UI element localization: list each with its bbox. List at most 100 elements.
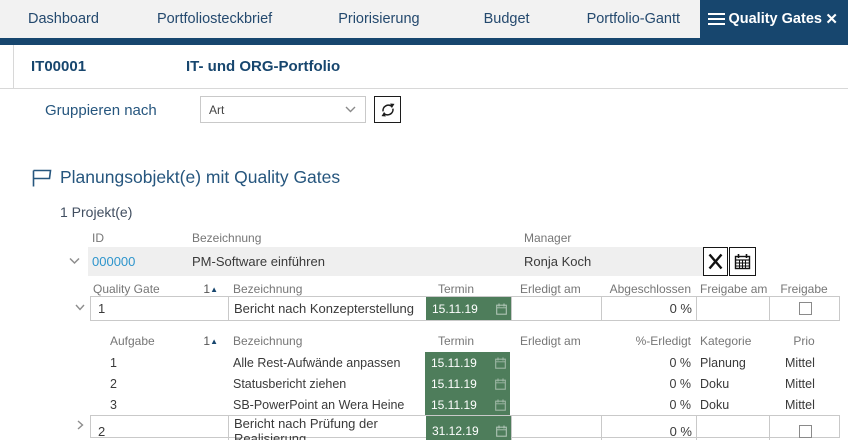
tab-budget[interactable]: Budget bbox=[483, 11, 530, 27]
qg-completed-pct: 0 % bbox=[601, 416, 696, 440]
refresh-button[interactable] bbox=[374, 96, 401, 123]
task-number: 3 bbox=[110, 397, 117, 412]
group-by-label: Gruppieren nach bbox=[45, 102, 157, 119]
task-pct: 0 % bbox=[669, 376, 691, 391]
tab-quality-gates-active[interactable]: Quality Gates ✕ bbox=[700, 0, 848, 45]
task-name: Statusbericht ziehen bbox=[233, 376, 347, 391]
project-row[interactable]: 000000 PM-Software einführen Ronja Koch bbox=[88, 247, 703, 276]
project-header-name: Bezeichnung bbox=[192, 231, 262, 245]
tab-dashboard[interactable]: Dashboard bbox=[28, 11, 99, 27]
menu-icon[interactable] bbox=[708, 13, 725, 25]
task-header-prio[interactable]: Prio bbox=[793, 334, 815, 348]
task-due-date-cell[interactable]: 15.11.19 bbox=[425, 394, 510, 415]
qg-header-gate[interactable]: Quality Gate bbox=[93, 282, 160, 296]
sort-asc-icon: ▲ bbox=[210, 285, 218, 294]
group-by-selected-value: Art bbox=[209, 102, 225, 117]
task-row-1[interactable]: 1 Alle Rest-Aufwände anpassen 15.11.19 0… bbox=[90, 352, 840, 373]
task-category: Planung bbox=[700, 355, 746, 370]
qg-approved-on bbox=[696, 297, 769, 320]
calendar-button[interactable] bbox=[729, 247, 756, 276]
approval-checkbox[interactable] bbox=[799, 424, 812, 438]
task-category: Doku bbox=[700, 376, 730, 391]
approval-checkbox[interactable] bbox=[799, 302, 812, 315]
tab-portfolio-gantt[interactable]: Portfolio-Gantt bbox=[586, 11, 681, 27]
qg-done-on bbox=[511, 416, 601, 440]
tab-priorisierung[interactable]: Priorisierung bbox=[338, 11, 420, 27]
calendar-small-icon bbox=[496, 303, 507, 315]
project-expand-chevron-down-icon[interactable] bbox=[69, 257, 80, 265]
task-prio: Mittel bbox=[785, 397, 815, 412]
project-manager: Ronja Koch bbox=[524, 254, 592, 269]
task-prio: Mittel bbox=[785, 355, 815, 370]
portfolio-title: IT- und ORG-Portfolio bbox=[186, 58, 341, 75]
qg-header-name[interactable]: Bezeichnung bbox=[233, 282, 303, 296]
active-tab-label: Quality Gates bbox=[728, 11, 822, 27]
tab-portfoliosteckbrief[interactable]: Portfoliosteckbrief bbox=[156, 11, 273, 27]
qg1-expand-chevron-down-icon[interactable] bbox=[75, 304, 85, 311]
qg-done-on bbox=[511, 297, 601, 320]
qg-row-2[interactable]: 2 Bericht nach Prüfung der Realisierung … bbox=[90, 415, 840, 440]
task-header-done-on[interactable]: Erledigt am bbox=[520, 334, 581, 348]
qg-header-due[interactable]: Termin bbox=[438, 282, 475, 296]
project-header-id: ID bbox=[92, 231, 104, 245]
chevron-down-icon bbox=[345, 106, 356, 113]
project-id-link[interactable]: 000000 bbox=[92, 254, 136, 269]
calendar-small-icon bbox=[495, 378, 506, 390]
qg2-expand-chevron-right-icon[interactable] bbox=[77, 420, 84, 430]
task-number: 2 bbox=[110, 376, 117, 391]
portfolio-id: IT00001 bbox=[31, 58, 87, 75]
qg-header-done-on[interactable]: Erledigt am bbox=[520, 282, 581, 296]
qg-header-approved-on[interactable]: Freigabe am bbox=[700, 282, 768, 296]
group-by-select[interactable]: Art bbox=[200, 96, 366, 123]
delete-button[interactable] bbox=[703, 247, 728, 276]
qg-header-approval[interactable]: Freigabe bbox=[780, 282, 828, 296]
qg-due-date: 15.11.19 bbox=[432, 301, 478, 316]
task-row-2[interactable]: 2 Statusbericht ziehen 15.11.19 0 % Doku… bbox=[90, 373, 840, 394]
project-count: 1 Projekt(e) bbox=[60, 204, 133, 220]
qg-due-date-cell[interactable]: 31.12.19 bbox=[426, 416, 511, 440]
task-row-3[interactable]: 3 SB-PowerPoint an Wera Heine 15.11.19 0… bbox=[90, 394, 840, 415]
calendar-small-icon bbox=[495, 357, 506, 369]
qg-row-1[interactable]: 1 Bericht nach Konzepterstellung 15.11.1… bbox=[90, 296, 840, 321]
portfolio-title-inner: IT00001 IT- und ORG-Portfolio bbox=[13, 45, 848, 88]
qg-due-date-cell[interactable]: 15.11.19 bbox=[426, 297, 511, 320]
close-icon[interactable]: ✕ bbox=[825, 10, 838, 28]
project-name: PM-Software einführen bbox=[192, 254, 325, 269]
task-done-on bbox=[510, 352, 600, 373]
task-done-on bbox=[510, 394, 600, 415]
task-category: Doku bbox=[700, 397, 730, 412]
task-header-pct-done[interactable]: %-Erledigt bbox=[635, 334, 691, 348]
qg-table-header: Quality Gate 1▲ Bezeichnung Termin Erled… bbox=[90, 282, 840, 296]
refresh-icon bbox=[381, 103, 394, 116]
calendar-small-icon bbox=[496, 425, 507, 437]
flag-icon bbox=[31, 168, 53, 192]
task-name: Alle Rest-Aufwände anpassen bbox=[233, 355, 401, 370]
project-header-manager: Manager bbox=[524, 231, 572, 245]
task-rows: 1 Alle Rest-Aufwände anpassen 15.11.19 0… bbox=[90, 352, 840, 415]
task-prio: Mittel bbox=[785, 376, 815, 391]
sort-indicator[interactable]: 1▲ bbox=[203, 282, 218, 296]
task-done-on bbox=[510, 373, 600, 394]
project-table-header: ID Bezeichnung Manager bbox=[88, 231, 750, 245]
task-table-header: Aufgabe 1▲ Bezeichnung Termin Erledigt a… bbox=[90, 334, 840, 348]
task-due-date-cell[interactable]: 15.11.19 bbox=[425, 352, 510, 373]
qg-number: 1 bbox=[91, 297, 229, 320]
task-pct: 0 % bbox=[669, 397, 691, 412]
task-sort-indicator[interactable]: 1▲ bbox=[203, 334, 218, 348]
sort-asc-icon: ▲ bbox=[210, 337, 218, 346]
portfolio-title-band: IT00001 IT- und ORG-Portfolio bbox=[0, 45, 848, 89]
task-pct: 0 % bbox=[669, 355, 691, 370]
qg-due-date: 31.12.19 bbox=[432, 424, 479, 438]
task-header-name[interactable]: Bezeichnung bbox=[233, 334, 303, 348]
task-number: 1 bbox=[110, 355, 117, 370]
task-header-task[interactable]: Aufgabe bbox=[110, 334, 155, 348]
task-header-due[interactable]: Termin bbox=[438, 334, 475, 348]
qg-completed-pct: 0 % bbox=[601, 297, 696, 320]
qg-header-completed[interactable]: Abgeschlossen bbox=[609, 282, 691, 296]
task-due-date-cell[interactable]: 15.11.19 bbox=[425, 373, 510, 394]
tab-bar-underline bbox=[0, 38, 848, 45]
task-header-category[interactable]: Kategorie bbox=[700, 334, 752, 348]
qg-approved-on bbox=[696, 416, 769, 440]
qg-name: Bericht nach Prüfung der Realisierung bbox=[234, 416, 378, 440]
